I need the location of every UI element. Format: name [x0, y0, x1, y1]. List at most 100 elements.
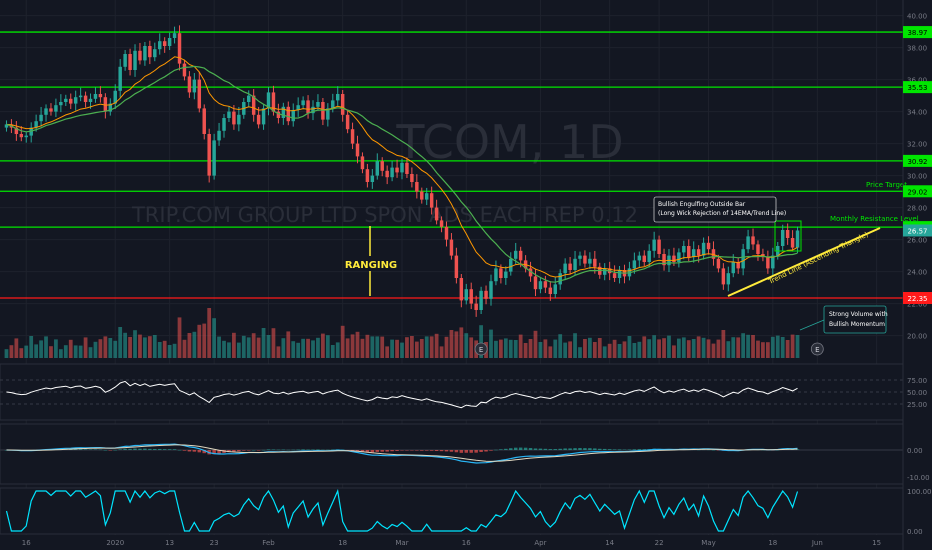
time-tick-label: 18: [768, 539, 777, 547]
volume-bar: [795, 335, 800, 358]
macd-histogram-bar: [242, 450, 246, 451]
price-tick-label: 24.00: [907, 269, 927, 277]
macd-histogram-bar: [232, 450, 236, 452]
candle-body: [672, 255, 676, 262]
stoch-axis-label: 0.00: [907, 528, 923, 536]
volume-bar: [246, 337, 251, 358]
time-tick-label: Jun: [811, 539, 823, 547]
candle-body: [449, 239, 454, 256]
macd-frame: [0, 423, 904, 485]
price-tick-label: 30.00: [907, 173, 927, 181]
price-tick-label: 28.00: [907, 205, 927, 213]
rsi-axis-label: 75.00: [907, 377, 927, 385]
candle-body: [751, 236, 755, 245]
candle-body: [499, 268, 503, 278]
volume-bar: [765, 342, 770, 358]
volume-bar: [301, 338, 305, 358]
volume-bar: [157, 342, 162, 358]
candle-body: [662, 254, 666, 266]
macd-histogram-bar: [271, 449, 276, 450]
ema-14-line: [6, 56, 798, 278]
candle-body: [59, 102, 63, 106]
macd-histogram-bar: [212, 450, 216, 455]
volume-bar: [256, 337, 261, 358]
time-axis: 16 2020 13 23 Feb 18 Mar 16 Apr 14 22 May 18 Jun 15: [22, 539, 881, 547]
candle-body: [533, 276, 538, 290]
stoch-frame: [0, 487, 904, 535]
candle-body: [390, 167, 394, 178]
candle-body: [138, 50, 142, 61]
candle-body: [637, 255, 642, 261]
volume-bar: [177, 317, 182, 358]
candle-body: [182, 63, 187, 77]
ranging-label: RANGING: [345, 260, 397, 271]
volume-bar: [627, 336, 632, 358]
volume-bar: [29, 336, 34, 358]
macd-histogram-bar: [701, 449, 706, 451]
support-level-tag: [903, 292, 932, 304]
resistance-level-tag: [903, 154, 932, 167]
volume-bar: [761, 342, 765, 358]
macd-histogram-bar: [454, 450, 459, 453]
macd-histogram-bar: [617, 449, 622, 450]
candle-body: [780, 230, 785, 246]
macd-histogram-bar: [261, 449, 266, 451]
candle-body: [167, 38, 172, 46]
macd-histogram-bar: [444, 450, 449, 452]
candle-body: [444, 226, 449, 240]
price-tick-label: 20.00: [907, 333, 927, 341]
candle-body: [632, 260, 637, 269]
volume-bars: [4, 308, 800, 358]
macd-histogram-bar: [711, 449, 716, 451]
candle-body: [24, 135, 28, 138]
candle-body: [400, 162, 404, 173]
rsi-axis-label: 25.00: [907, 401, 927, 409]
earnings-marker-label: E: [815, 346, 819, 354]
macd-pane: 0.00 -10.00: [0, 423, 930, 485]
candle-body: [706, 242, 711, 250]
macd-histogram-bar: [494, 449, 498, 451]
candle-body: [340, 94, 345, 115]
volume-bar: [340, 325, 345, 358]
volume-bar: [454, 331, 459, 358]
macd-histogram-bar: [217, 450, 221, 454]
macd-histogram-bar: [558, 448, 562, 450]
candle-body: [756, 244, 760, 254]
volume-bar: [523, 343, 528, 358]
macd-histogram-bar: [227, 450, 231, 453]
macd-histogram-bar: [158, 448, 162, 450]
time-tick-label: 13: [165, 539, 174, 547]
candle-body: [509, 258, 513, 272]
macd-histogram-bar: [128, 448, 132, 450]
candle-body: [360, 156, 365, 170]
candle-body: [192, 79, 197, 93]
volume-bar: [622, 341, 627, 358]
volume-bar: [410, 336, 414, 358]
earnings-marker: [474, 342, 488, 356]
volume-bar: [607, 343, 612, 358]
volume-bar: [548, 346, 553, 358]
candle-body: [34, 121, 38, 128]
candle-body: [44, 108, 48, 115]
macd-histogram-bar: [93, 449, 98, 450]
macd-histogram-bar: [103, 449, 108, 451]
volume-bar: [696, 336, 701, 358]
time-tick-label: Feb: [262, 539, 275, 547]
ascending-trend-line[interactable]: [727, 227, 881, 297]
candle-body: [113, 90, 117, 104]
volume-bar: [385, 346, 390, 358]
volume-bar: [227, 342, 231, 358]
macd-histogram-bar: [143, 448, 147, 450]
candle-body: [123, 54, 127, 67]
macd-histogram-bar: [108, 450, 113, 451]
resistance-level-value: 30.92: [907, 158, 927, 166]
volume-bar: [573, 333, 577, 358]
volume-bar: [103, 336, 108, 358]
volume-bar: [311, 340, 315, 358]
candle-body: [212, 140, 216, 176]
macd-histogram-bar: [469, 450, 473, 453]
volume-bar: [88, 347, 93, 358]
macd-histogram-bar: [602, 448, 607, 450]
